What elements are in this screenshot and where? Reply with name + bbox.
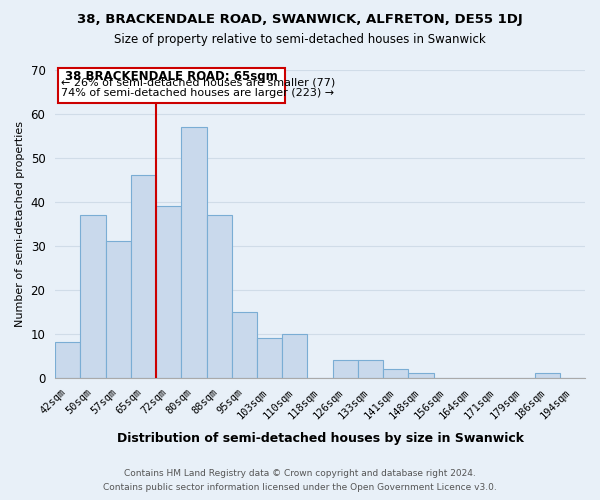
Bar [80, 215, 106, 378]
X-axis label: Distribution of semi-detached houses by size in Swanwick: Distribution of semi-detached houses by … [116, 432, 524, 445]
Bar [383, 369, 409, 378]
Text: Size of property relative to semi-detached houses in Swanwick: Size of property relative to semi-detach… [114, 32, 486, 46]
Text: 38 BRACKENDALE ROAD: 65sqm: 38 BRACKENDALE ROAD: 65sqm [65, 70, 278, 83]
Bar [106, 242, 131, 378]
Text: 74% of semi-detached houses are larger (223) →: 74% of semi-detached houses are larger (… [61, 88, 335, 99]
Bar [282, 334, 307, 378]
Bar [257, 338, 282, 378]
Text: 38, BRACKENDALE ROAD, SWANWICK, ALFRETON, DE55 1DJ: 38, BRACKENDALE ROAD, SWANWICK, ALFRETON… [77, 12, 523, 26]
Y-axis label: Number of semi-detached properties: Number of semi-detached properties [15, 121, 25, 327]
Bar [156, 206, 181, 378]
Bar [206, 215, 232, 378]
Bar [131, 176, 156, 378]
Bar [409, 373, 434, 378]
Text: Contains public sector information licensed under the Open Government Licence v3: Contains public sector information licen… [103, 484, 497, 492]
Bar [55, 342, 80, 378]
Text: ← 26% of semi-detached houses are smaller (77): ← 26% of semi-detached houses are smalle… [61, 78, 336, 88]
Bar [535, 373, 560, 378]
Bar [232, 312, 257, 378]
Bar [58, 68, 285, 103]
Text: Contains HM Land Registry data © Crown copyright and database right 2024.: Contains HM Land Registry data © Crown c… [124, 468, 476, 477]
Bar [181, 127, 206, 378]
Bar [358, 360, 383, 378]
Bar [332, 360, 358, 378]
